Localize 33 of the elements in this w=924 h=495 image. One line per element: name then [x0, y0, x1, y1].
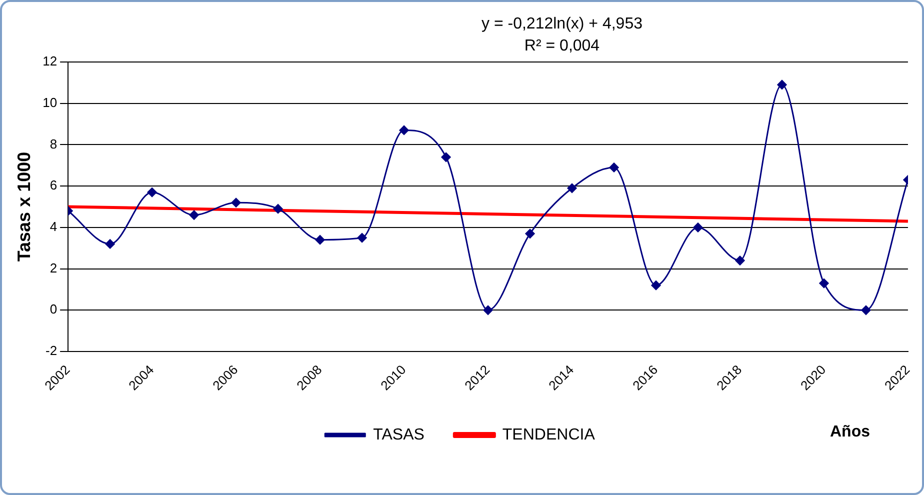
text: y = -0,212ln(x) + 4,953 — [482, 15, 643, 32]
point — [567, 183, 577, 193]
point — [861, 305, 871, 315]
point — [105, 239, 115, 249]
x-axis-title: Años — [830, 423, 870, 440]
legend-label: TASAS — [373, 426, 424, 444]
point — [525, 228, 535, 238]
y-tick-label: 0 — [50, 302, 58, 317]
y-tick-label: 8 — [50, 136, 58, 152]
point — [693, 222, 703, 232]
y-tick-label: 6 — [50, 178, 58, 193]
point — [441, 152, 451, 162]
point — [231, 198, 241, 208]
y-tick-label: 2 — [50, 260, 58, 276]
y-axis-title: Tasas x 1000 — [14, 152, 34, 262]
point — [651, 280, 661, 290]
point — [735, 256, 745, 266]
point — [483, 305, 493, 315]
y-tick-label: 10 — [42, 94, 58, 110]
point — [189, 210, 199, 220]
point — [819, 278, 829, 288]
y-tick-label: 12 — [42, 54, 58, 69]
point — [399, 125, 409, 135]
point — [273, 204, 283, 214]
point — [357, 233, 367, 243]
y-tick-label: -2 — [45, 343, 58, 358]
point — [609, 162, 619, 172]
point — [147, 188, 157, 198]
text: R² = 0,004 — [524, 37, 600, 54]
point — [315, 235, 325, 245]
point — [777, 80, 787, 90]
y-tick-label: 4 — [50, 219, 58, 234]
legend-label: TENDENCIA — [502, 426, 596, 444]
